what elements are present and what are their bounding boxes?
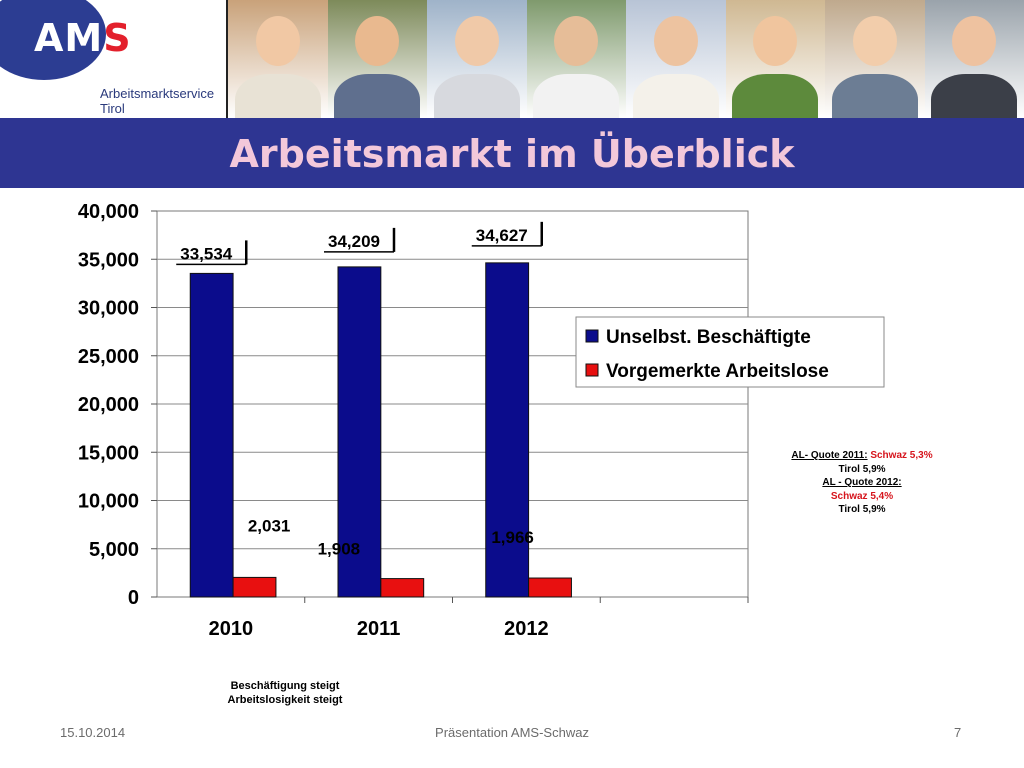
mother-child-photo bbox=[228, 0, 328, 118]
x-tick-label: 2010 bbox=[209, 618, 254, 635]
legend bbox=[575, 316, 885, 388]
x-tick-label: 2012 bbox=[504, 618, 549, 635]
logo-wordmark: AMS bbox=[34, 16, 132, 60]
data-label-employed: 34,209 bbox=[328, 232, 380, 251]
bar-unemployed bbox=[380, 578, 425, 598]
bar-employed bbox=[189, 272, 234, 598]
bar-unemployed bbox=[232, 576, 277, 598]
bar-chart: 0 5,000 10,000 15,000 20,000 25,000 30,000 35,0… bbox=[78, 201, 885, 635]
y-tick-label: 15,000 bbox=[78, 442, 139, 464]
legend-swatch bbox=[585, 363, 599, 377]
ams-logo: AMS Arbeitsmarktservice Tirol bbox=[0, 0, 228, 118]
footer-presentation: Präsentation AMS-Schwaz bbox=[435, 725, 589, 740]
footer-page-number: 7 bbox=[954, 725, 962, 740]
caption-line-2: Arbeitslosigkeit steigt bbox=[227, 694, 343, 706]
y-tick-label: 20,000 bbox=[78, 394, 139, 416]
footer-date: 15.10.2014 bbox=[60, 725, 126, 740]
logo-line-1: Arbeitsmarktservice bbox=[100, 86, 215, 101]
bar-unemployed bbox=[528, 577, 572, 598]
y-tick-label: 35,000 bbox=[78, 249, 139, 271]
logo-line-2: Tirol bbox=[100, 101, 125, 116]
legend-swatch bbox=[585, 329, 599, 343]
title-band: Arbeitsmarkt im Überblick bbox=[0, 118, 1024, 188]
legend-label: Unselbst. Beschäftigte bbox=[606, 327, 811, 348]
rate-2012-tirol: Tirol 5,9% bbox=[838, 504, 886, 515]
y-tick-label: 10,000 bbox=[78, 491, 139, 513]
legend-label: Vorgemerkte Arbeitslose bbox=[606, 361, 829, 382]
rate-2011-label: AL- Quote 2011: bbox=[791, 450, 868, 461]
header-photo-strip bbox=[228, 0, 1024, 118]
y-tick-label: 5,000 bbox=[89, 539, 139, 561]
y-tick-label: 0 bbox=[128, 587, 139, 609]
caption-line-1: Beschäftigung steigt bbox=[230, 680, 340, 692]
smiling-woman-photo bbox=[725, 0, 825, 118]
chart-caption: Beschäftigung steigt Arbeitslosigkeit st… bbox=[200, 679, 370, 707]
data-label-unemployed: 1,966 bbox=[491, 528, 534, 547]
logo-subtitle: Arbeitsmarktservice Tirol bbox=[100, 86, 214, 116]
bar-employed bbox=[485, 262, 530, 598]
guitar-woman-photo bbox=[327, 0, 427, 118]
y-tick-label: 25,000 bbox=[78, 346, 139, 368]
unemployment-rate-note: AL- Quote 2011: Schwaz 5,3% Tirol 5,9% A… bbox=[760, 449, 964, 517]
rate-2012-schwaz: Schwaz 5,4% bbox=[830, 490, 894, 502]
data-label-unemployed: 2,031 bbox=[248, 516, 291, 535]
y-tick-label: 40,000 bbox=[78, 201, 139, 223]
rate-2011-schwaz: Schwaz 5,3% bbox=[870, 450, 933, 461]
phone-woman-photo bbox=[626, 0, 726, 118]
header: AMS Arbeitsmarktservice Tirol bbox=[0, 0, 1024, 118]
data-label-unemployed: 1,908 bbox=[318, 540, 361, 559]
data-label-employed: 33,534 bbox=[180, 244, 233, 263]
slide-title: Arbeitsmarkt im Überblick bbox=[229, 132, 795, 176]
rate-2011-tirol: Tirol 5,9% bbox=[838, 463, 886, 475]
business-woman-photo bbox=[924, 0, 1024, 118]
blonde-woman-photo bbox=[427, 0, 527, 118]
y-tick-label: 30,000 bbox=[78, 298, 139, 320]
logo-am: AM bbox=[34, 16, 104, 60]
rate-2012-label: AL - Quote 2012: bbox=[822, 477, 902, 488]
data-label-employed: 34,627 bbox=[476, 226, 528, 245]
bar-employed bbox=[337, 266, 382, 598]
x-tick-label: 2011 bbox=[357, 618, 400, 635]
logo-s: S bbox=[103, 16, 132, 60]
binoculars-woman-photo bbox=[526, 0, 626, 118]
blonde-smile-photo bbox=[825, 0, 925, 118]
